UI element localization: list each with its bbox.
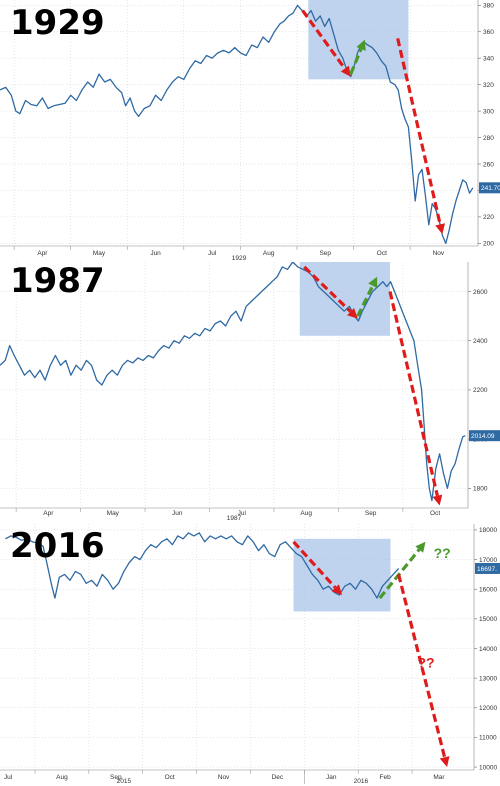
last-value-badge bbox=[475, 562, 500, 574]
down-arrow-head bbox=[340, 65, 351, 77]
x-tick-label: Apr bbox=[43, 510, 54, 517]
last-value-badge bbox=[479, 182, 500, 194]
x-tick-label: Jun bbox=[172, 510, 183, 517]
chart-title: 1987 bbox=[10, 262, 105, 301]
highlight-box bbox=[299, 262, 390, 336]
y-tick-label: 13000 bbox=[479, 675, 497, 682]
down-arrow-shaft bbox=[396, 37, 442, 225]
chart-panel-1987: 18002000220024002600AprMayJunJulAugSepOc… bbox=[0, 262, 500, 524]
y-tick-label: 300 bbox=[483, 108, 494, 115]
chart-title: 1929 bbox=[10, 3, 105, 43]
price-series-line bbox=[0, 262, 466, 502]
y-tick-label: 380 bbox=[483, 3, 494, 10]
up-arrow-shaft bbox=[349, 48, 363, 75]
x-tick-label: Mar bbox=[433, 774, 445, 781]
chart-panel-2016: 10000 11000 12000 13000 14000 15000 16000 17000… bbox=[0, 524, 500, 786]
chart-title: 2016 bbox=[10, 526, 105, 566]
y-tick-label: 200 bbox=[483, 241, 494, 248]
down-arrow-shaft bbox=[292, 540, 337, 589]
price-series-line bbox=[0, 4, 474, 245]
x-tick-label: Sep bbox=[110, 774, 122, 781]
x-tick-label: Oct bbox=[430, 510, 440, 517]
y-tick-label: 2600 bbox=[473, 289, 488, 296]
x-tick-label: Aug bbox=[300, 510, 312, 517]
y-tick-label: 12000 bbox=[479, 705, 497, 712]
down-arrow-shaft bbox=[388, 291, 439, 497]
x-tick-label: Nov bbox=[218, 774, 230, 781]
down-arrow-head bbox=[439, 756, 450, 768]
y-tick-label: 340 bbox=[483, 55, 494, 62]
up-arrow-shaft bbox=[356, 285, 375, 317]
y-tick-label: 10000 bbox=[479, 764, 497, 771]
x-year-label: 2016 bbox=[354, 778, 369, 785]
down-arrow-head bbox=[435, 223, 446, 235]
x-tick-label: Sep bbox=[319, 250, 331, 257]
x-tick-label: Oct bbox=[377, 250, 387, 257]
chart-panel-1929: 200220240260280300320340360380AprMayJunJ… bbox=[0, 0, 500, 262]
x-tick-label: Aug bbox=[56, 774, 68, 781]
y-tick-label: 11000 bbox=[479, 735, 497, 742]
x-tick-label: Jul bbox=[208, 250, 217, 257]
up-arrow-head bbox=[368, 276, 378, 288]
x-tick-label: Apr bbox=[37, 250, 48, 257]
x-tick-label: May bbox=[93, 250, 106, 257]
down-arrow-head bbox=[347, 308, 358, 319]
x-tick-label: Jul bbox=[238, 510, 247, 517]
x-tick-label: May bbox=[107, 510, 120, 517]
question-mark-annotation: ?? bbox=[434, 545, 451, 561]
x-tick-label: Jul bbox=[4, 774, 13, 781]
y-tick-label: 260 bbox=[483, 161, 494, 168]
x-axis-label: 1987 bbox=[227, 515, 242, 522]
y-tick-label: 2200 bbox=[473, 387, 488, 394]
x-tick-label: Jun bbox=[150, 250, 161, 257]
down-arrow-head bbox=[331, 584, 343, 596]
last-value-badge bbox=[469, 430, 500, 442]
y-tick-label: 18000 bbox=[479, 527, 497, 534]
x-tick-label: Feb bbox=[380, 774, 392, 781]
chart-2016: 10000 11000 12000 13000 14000 15000 16000 17000… bbox=[0, 524, 500, 785]
x-axis-label: 1929 bbox=[232, 255, 247, 262]
y-tick-label: 16000 bbox=[479, 587, 497, 594]
up-arrow-head bbox=[415, 541, 426, 553]
last-value-label: 16697. bbox=[477, 566, 497, 573]
y-tick-label: 15000 bbox=[479, 616, 497, 623]
x-tick-label: Dec bbox=[272, 774, 284, 781]
chart-1987: 18002000220024002600AprMayJunJulAugSepOc… bbox=[0, 262, 500, 522]
x-tick-label: Aug bbox=[263, 250, 275, 257]
highlight-box bbox=[308, 0, 409, 80]
chart-1929: 200220240260280300320340360380AprMayJunJ… bbox=[0, 0, 500, 262]
x-tick-label: Jan bbox=[326, 774, 337, 781]
up-arrow-shaft bbox=[378, 548, 421, 600]
down-arrow-shaft bbox=[303, 265, 352, 313]
y-tick-label: 280 bbox=[483, 135, 494, 142]
x-tick-label: Sep bbox=[365, 510, 377, 517]
highlight-box bbox=[293, 538, 391, 612]
y-tick-label: 360 bbox=[483, 29, 494, 36]
last-value-label: 2014.09 bbox=[471, 433, 495, 440]
down-arrow-head bbox=[432, 494, 443, 506]
up-arrow-head bbox=[356, 39, 366, 51]
price-series-line bbox=[5, 532, 400, 599]
y-tick-label: 220 bbox=[483, 214, 494, 221]
y-tick-label: 17000 bbox=[479, 557, 497, 564]
question-mark-annotation: ?? bbox=[417, 655, 434, 671]
x-tick-label: Oct bbox=[165, 774, 175, 781]
y-tick-label: 2400 bbox=[473, 338, 488, 345]
down-arrow-shaft bbox=[397, 573, 447, 758]
last-value-label: 241.70 bbox=[481, 185, 500, 192]
x-year-label: 2015 bbox=[117, 778, 132, 785]
y-tick-label: 1800 bbox=[473, 486, 488, 493]
y-tick-label: 14000 bbox=[479, 646, 497, 653]
y-tick-label: 320 bbox=[483, 82, 494, 89]
x-tick-label: Nov bbox=[433, 250, 445, 257]
